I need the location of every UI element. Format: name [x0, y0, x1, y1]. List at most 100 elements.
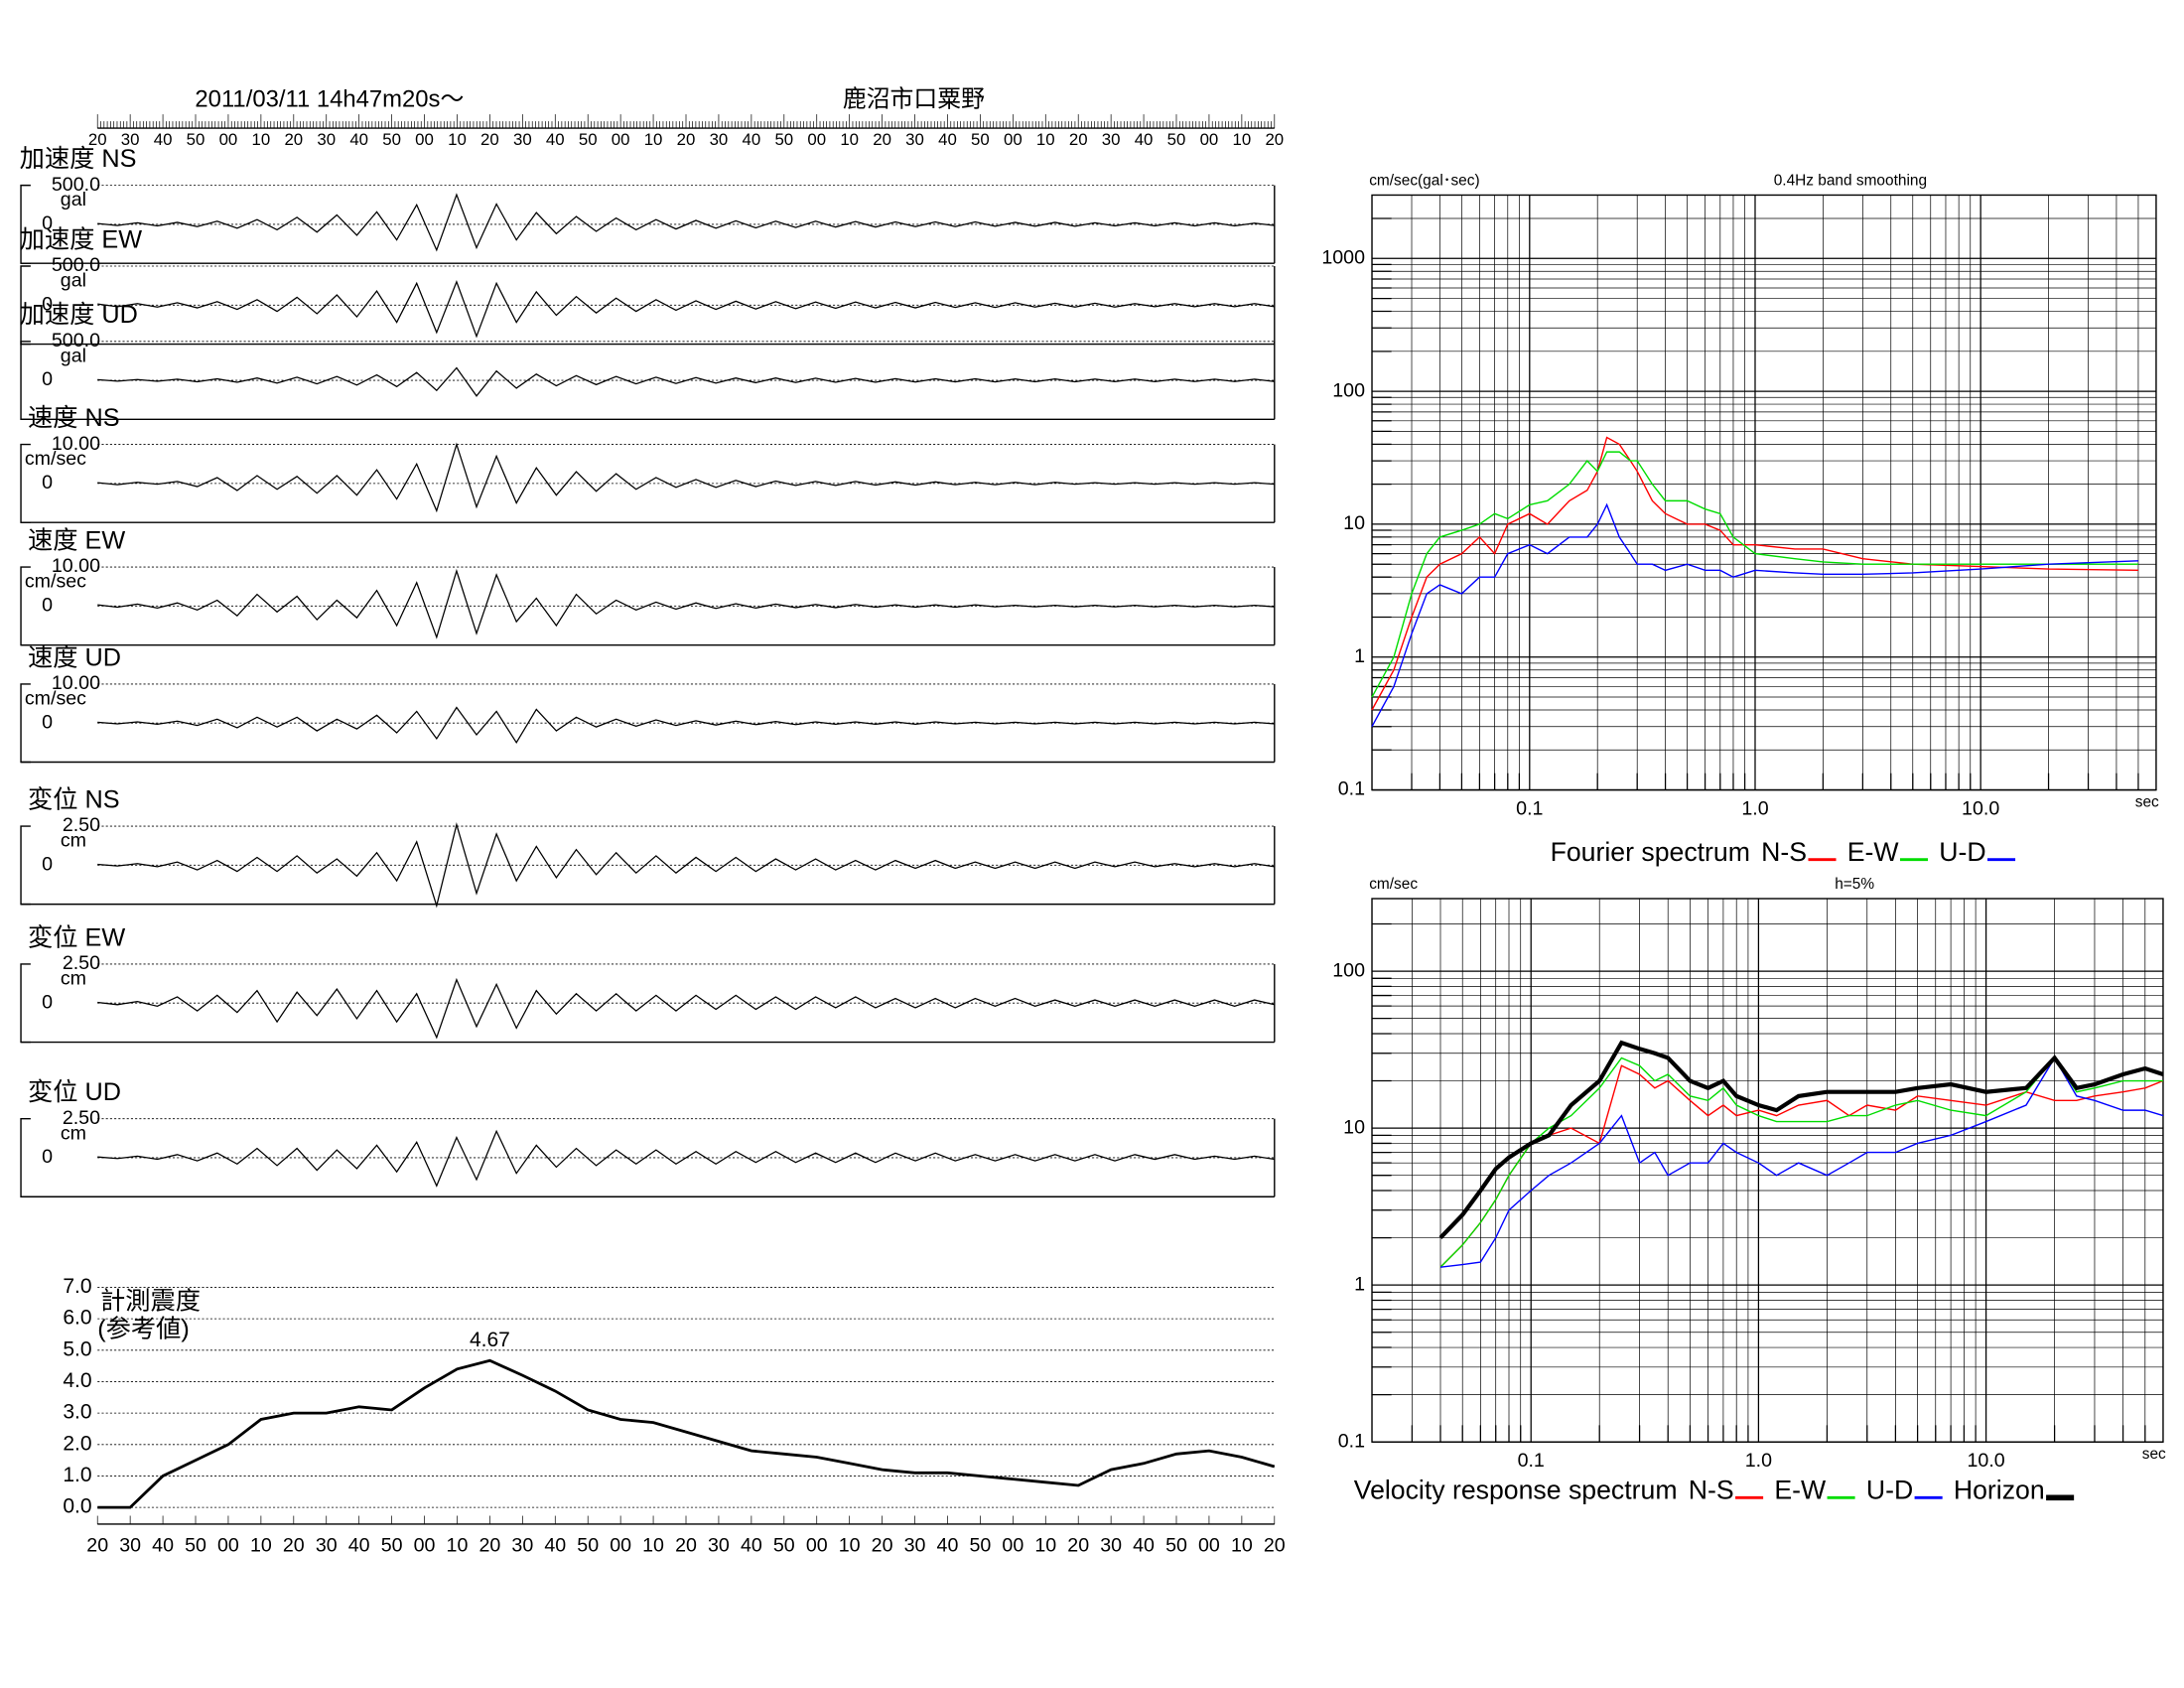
- ruler-label: 10: [448, 130, 467, 149]
- x-tick-label: 30: [1100, 1535, 1122, 1557]
- legend-label: E-W: [1847, 837, 1900, 867]
- x-tick-label: 40: [937, 1535, 959, 1557]
- x-tick-label: 10.0: [1962, 797, 1999, 819]
- y-tick-label: 1000: [1321, 246, 1365, 268]
- x-tick-label: 20: [1264, 1535, 1286, 1557]
- legend-label: U-D: [1866, 1476, 1913, 1505]
- unit-label: cm/sec: [25, 571, 86, 593]
- x-tick-label: 00: [806, 1535, 828, 1557]
- y-tick-label: 0: [42, 711, 53, 733]
- waveform: [97, 442, 1275, 513]
- y-tick-label: 0: [42, 472, 53, 493]
- x-tick-label: 50: [577, 1535, 599, 1557]
- x-tick-label: 20: [1067, 1535, 1089, 1557]
- ruler-label: 10: [644, 130, 663, 149]
- x-tick-label: 50: [1165, 1535, 1187, 1557]
- waveform: [97, 568, 1275, 639]
- x-tick-label: 50: [969, 1535, 991, 1557]
- waveform: [97, 1129, 1275, 1188]
- ruler-label: 00: [807, 130, 826, 149]
- x-tick-label: 10.0: [1968, 1450, 2005, 1472]
- ruler-label: 00: [612, 130, 630, 149]
- ruler-label: 30: [121, 130, 140, 149]
- ruler-label: 20: [873, 130, 891, 149]
- x-tick-label: 00: [610, 1535, 631, 1557]
- trace-title: 変位 UD: [28, 1078, 121, 1106]
- x-tick-label: 50: [773, 1535, 795, 1557]
- x-tick-label: 40: [152, 1535, 174, 1557]
- legend-title: Velocity response spectrum: [1354, 1476, 1678, 1505]
- y-tick-label: 2.50: [63, 814, 100, 836]
- x-tick-label: 40: [544, 1535, 566, 1557]
- trace-frame: [20, 963, 31, 1044]
- unit-label: gal: [61, 345, 86, 366]
- y-tick-label: 2.50: [63, 952, 100, 974]
- y-tick-label: 0.1: [1338, 1430, 1365, 1452]
- trace-frame: [20, 1117, 31, 1197]
- trace-title: 加速度 EW: [20, 225, 143, 253]
- ruler-label: 30: [513, 130, 532, 149]
- ruler-label: 20: [88, 130, 107, 149]
- y-tick-label: 5.0: [63, 1337, 91, 1360]
- y-tick-label: 0: [42, 854, 53, 876]
- ruler-label: 50: [774, 130, 793, 149]
- chart-subtitle: 0.4Hz band smoothing: [1774, 173, 1927, 190]
- y-tick-label: 500.0: [52, 254, 100, 276]
- y-tick-label: 0: [42, 212, 53, 234]
- y-tick-label: 6.0: [63, 1307, 91, 1330]
- ruler-label: 10: [840, 130, 859, 149]
- ruler-label: 50: [1167, 130, 1186, 149]
- y-tick-label: 100: [1332, 959, 1365, 981]
- ruler-label: 40: [154, 130, 173, 149]
- y-tick-label: 2.50: [63, 1107, 100, 1129]
- trace-title: 速度 NS: [28, 404, 120, 432]
- x-tick-label: 30: [511, 1535, 533, 1557]
- y-tick-label: 1.0: [63, 1464, 91, 1486]
- y-tick-label: 0: [42, 595, 53, 617]
- y-tick-label: 10: [1343, 1116, 1365, 1138]
- x-tick-label: 30: [708, 1535, 730, 1557]
- y-tick-label: 500.0: [52, 330, 100, 352]
- unit-label: cm/sec: [1369, 876, 1418, 893]
- waveform: [97, 193, 1275, 252]
- y-tick-label: 0: [42, 368, 53, 390]
- waveform: [97, 977, 1275, 1040]
- x-tick-label: 40: [1133, 1535, 1155, 1557]
- y-tick-label: 500.0: [52, 174, 100, 196]
- y-tick-label: 3.0: [63, 1401, 91, 1424]
- ruler-label: 50: [579, 130, 598, 149]
- x-tick-label: 1.0: [1745, 1450, 1772, 1472]
- ruler-label: 00: [1004, 130, 1023, 149]
- unit-label: gal: [61, 189, 86, 211]
- ruler-label: 10: [1036, 130, 1055, 149]
- x-tick-label: 10: [250, 1535, 272, 1557]
- chart-subtitle: (参考値): [97, 1316, 190, 1343]
- x-tick-label: 30: [904, 1535, 926, 1557]
- trace-frame: [20, 825, 31, 906]
- y-tick-label: 0.1: [1338, 778, 1365, 800]
- x-tick-label: 20: [872, 1535, 893, 1557]
- intensity-line: [97, 1358, 1276, 1509]
- spectrum-line: [1371, 451, 2138, 698]
- chart-title: 計測震度: [100, 1288, 201, 1316]
- ruler-label: 20: [1265, 130, 1284, 149]
- ruler-label: 40: [349, 130, 368, 149]
- record-date: 2011/03/11 14h47m20s～: [195, 85, 464, 112]
- x-tick-label: 00: [1002, 1535, 1024, 1557]
- plot-frame: [1371, 194, 2157, 791]
- peak-label: 4.67: [470, 1329, 510, 1351]
- y-tick-label: 2.0: [63, 1432, 91, 1455]
- y-tick-label: 100: [1332, 379, 1365, 401]
- ruler-label: 30: [905, 130, 924, 149]
- x-tick-label: 40: [741, 1535, 762, 1557]
- x-tick-label: 00: [217, 1535, 239, 1557]
- x-tick-label: 30: [119, 1535, 141, 1557]
- ruler-label: 00: [219, 130, 238, 149]
- unit-label: cm/sec: [25, 688, 86, 710]
- x-tick-label: 30: [316, 1535, 338, 1557]
- ruler-label: 20: [284, 130, 303, 149]
- y-tick-label: 0: [42, 991, 53, 1013]
- x-tick-label: 00: [414, 1535, 436, 1557]
- waveform: [97, 279, 1275, 339]
